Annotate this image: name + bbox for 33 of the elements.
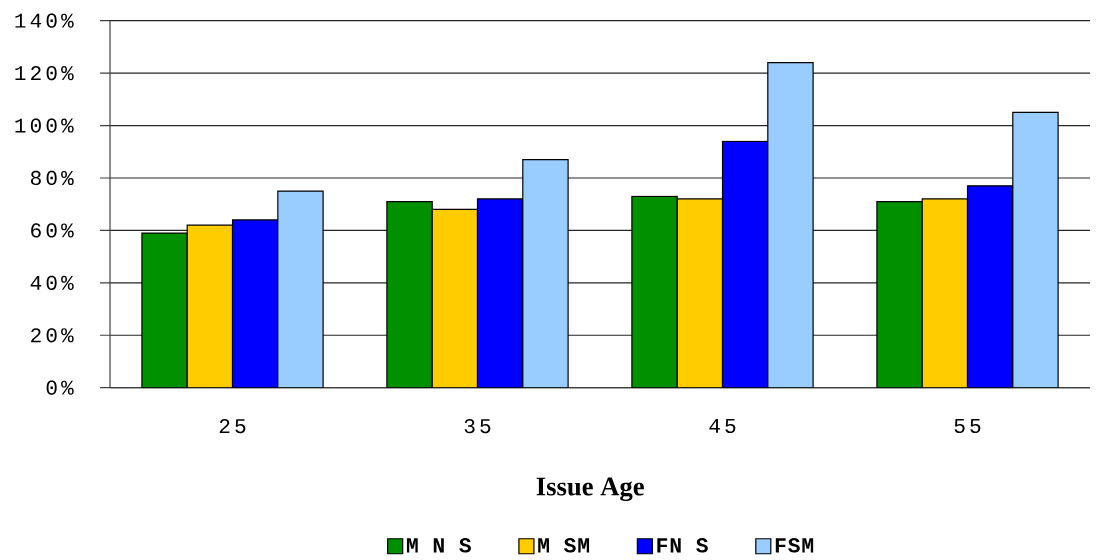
- bar: [676, 198, 724, 388]
- x-tick-label: 35: [464, 418, 491, 434]
- legend-label: FN S: [657, 538, 708, 553]
- bar: [431, 208, 479, 388]
- x-axis-title: Issue Age: [536, 477, 644, 502]
- bar: [522, 159, 569, 388]
- x-tick-label: 55: [954, 418, 981, 434]
- bar: [921, 198, 969, 388]
- bar: [1012, 111, 1059, 388]
- bar: [476, 198, 524, 388]
- y-tick-label: 0%: [46, 380, 74, 395]
- legend-label: FSM: [775, 538, 814, 553]
- y-tick-label: 140%: [15, 13, 74, 28]
- y-tick-label: 20%: [31, 328, 74, 343]
- legend-label: M N S: [406, 538, 471, 553]
- bar: [277, 190, 324, 388]
- bar: [231, 219, 279, 388]
- y-tick-label: 60%: [31, 223, 74, 238]
- bar: [876, 200, 923, 388]
- y-tick-label: 80%: [30, 170, 74, 186]
- bar: [767, 62, 814, 388]
- legend-label: M SM: [538, 538, 590, 553]
- y-tick-label: 40%: [30, 275, 74, 290]
- bar: [386, 200, 433, 388]
- bar: [631, 195, 678, 388]
- x-tick-label: 45: [709, 418, 736, 434]
- bar: [721, 140, 769, 388]
- bar: [966, 185, 1014, 388]
- bar: [186, 224, 234, 388]
- bar: [141, 232, 188, 388]
- y-tick-label: 120%: [15, 65, 74, 81]
- x-tick-label: 25: [219, 418, 246, 434]
- y-tick-label: 100%: [15, 118, 74, 133]
